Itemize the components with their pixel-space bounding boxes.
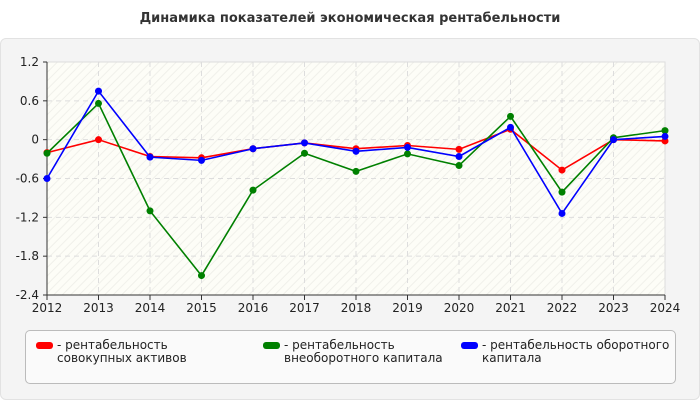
x-tick-label: 2024 <box>650 301 681 315</box>
y-tick-label: -2.4 <box>16 288 39 302</box>
data-point <box>43 175 51 182</box>
data-point <box>507 123 514 131</box>
data-point <box>146 207 154 215</box>
legend: - рентабельность совокупных активов - ре… <box>25 330 676 384</box>
data-point <box>249 186 257 194</box>
y-tick-label: 0.6 <box>20 94 39 108</box>
legend-swatch <box>461 342 478 349</box>
data-point <box>301 139 308 147</box>
y-tick-label: -1.2 <box>16 210 39 224</box>
data-point <box>661 127 669 135</box>
legend-swatch <box>36 342 53 349</box>
legend-label: - рентабельность оборотного капитала <box>482 338 670 365</box>
x-tick-label: 2017 <box>289 301 320 315</box>
data-point <box>95 87 102 95</box>
legend-label: - рентабельность внеоборотного капитала <box>284 338 443 365</box>
data-point <box>198 272 205 280</box>
data-point <box>558 166 566 174</box>
data-point <box>43 149 51 157</box>
data-point <box>352 147 360 155</box>
x-tick-label: 2019 <box>392 301 423 315</box>
data-point <box>95 99 102 107</box>
x-tick-label: 2018 <box>341 301 372 315</box>
data-point <box>455 152 463 160</box>
x-tick-label: 2020 <box>444 301 475 315</box>
x-tick-label: 2022 <box>547 301 578 315</box>
y-tick-label: -1.8 <box>16 249 39 263</box>
x-tick-label: 2021 <box>495 301 526 315</box>
y-tick-label: 1.2 <box>20 55 39 69</box>
data-point <box>301 149 308 157</box>
y-tick-label: -0.6 <box>16 172 39 186</box>
data-point <box>404 143 411 151</box>
legend-item: - рентабельность оборотного капитала <box>461 339 671 365</box>
data-point <box>455 145 463 153</box>
data-point <box>661 132 669 140</box>
data-point <box>455 162 463 170</box>
chart-title: Динамика показателей экономическая рента… <box>139 11 561 26</box>
x-tick-label: 2014 <box>135 301 166 315</box>
data-point <box>610 136 617 144</box>
x-tick-label: 2023 <box>598 301 629 315</box>
data-point <box>404 150 411 158</box>
data-point <box>249 145 257 153</box>
x-tick-label: 2016 <box>238 301 269 315</box>
data-point <box>198 156 205 164</box>
legend-item: - рентабельность совокупных активов <box>36 339 246 365</box>
legend-swatch <box>263 342 280 349</box>
data-point <box>558 209 566 217</box>
x-tick-label: 2013 <box>83 301 114 315</box>
x-tick-label: 2015 <box>186 301 217 315</box>
legend-item: - рентабельность внеоборотного капитала <box>263 339 463 365</box>
data-point <box>146 153 154 161</box>
data-point <box>95 136 102 144</box>
data-point <box>352 167 360 175</box>
legend-label: - рентабельность совокупных активов <box>57 338 187 365</box>
data-point <box>507 112 514 120</box>
data-point <box>558 188 566 196</box>
x-tick-label: 2012 <box>32 301 63 315</box>
y-tick-label: 0 <box>31 133 39 147</box>
